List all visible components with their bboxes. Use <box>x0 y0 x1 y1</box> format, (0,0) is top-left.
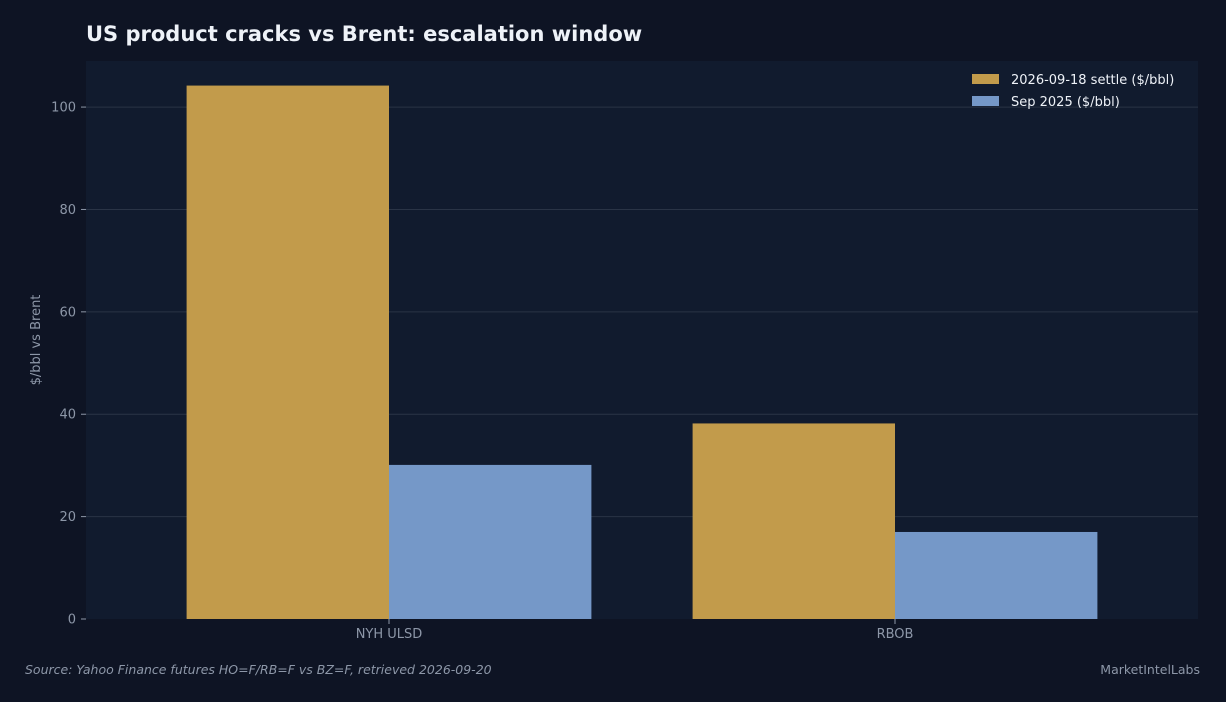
y-tick-label: 100 <box>51 101 76 116</box>
bars <box>186 85 1098 619</box>
y-tick-label: 40 <box>59 408 76 423</box>
bar-sep-2025-rbob <box>895 531 1098 619</box>
legend-label: 2026-09-18 settle ($/bbl) <box>1011 73 1174 88</box>
y-tick-label: 0 <box>68 613 76 628</box>
legend-label: Sep 2025 ($/bbl) <box>1011 95 1120 110</box>
legend-swatch <box>972 96 999 106</box>
brand-label: MarketIntelLabs <box>1100 662 1200 677</box>
y-tick-label: 80 <box>59 203 76 218</box>
axis-ticks: 0 20 40 60 80 100 NYH ULSD RBOB <box>51 101 913 642</box>
legend: 2026-09-18 settle ($/bbl) Sep 2025 ($/bbl… <box>972 73 1174 110</box>
legend-swatch <box>972 74 999 84</box>
bar-settle-rbob <box>692 423 895 619</box>
y-tick-label: 60 <box>59 305 76 320</box>
source-note: Source: Yahoo Finance futures HO=F/RB=F … <box>25 662 492 677</box>
x-tick-label: RBOB <box>877 627 914 642</box>
x-tick-label: NYH ULSD <box>356 627 423 642</box>
y-axis-label: $/bbl vs Brent <box>29 295 44 386</box>
bar-settle-nyh-ulsd <box>186 85 389 619</box>
bar-sep-2025-nyh-ulsd <box>389 464 592 619</box>
chart-title: US product cracks vs Brent: escalation w… <box>86 22 642 46</box>
y-tick-label: 20 <box>59 510 76 525</box>
